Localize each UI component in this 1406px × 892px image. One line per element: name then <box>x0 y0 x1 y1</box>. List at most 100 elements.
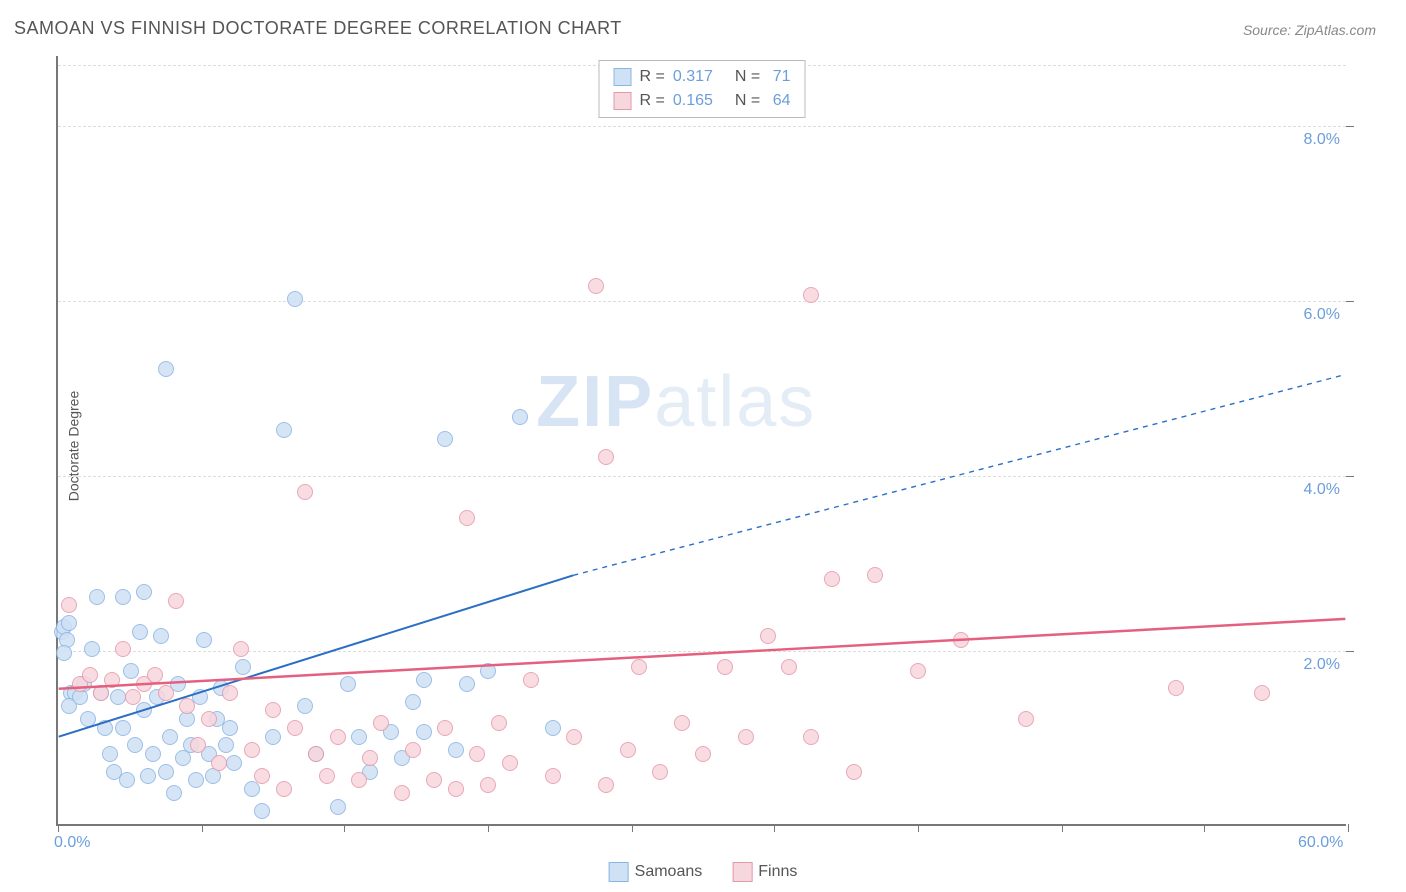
x-tick-label: 0.0% <box>54 834 90 852</box>
gridline <box>58 126 1346 127</box>
data-point <box>674 715 690 731</box>
data-point <box>330 729 346 745</box>
data-point <box>297 698 313 714</box>
data-point <box>588 278 604 294</box>
x-tick <box>1204 824 1205 832</box>
data-point <box>1254 685 1270 701</box>
data-point <box>846 764 862 780</box>
data-point <box>93 685 109 701</box>
data-point <box>340 676 356 692</box>
data-point <box>127 737 143 753</box>
data-point <box>188 772 204 788</box>
data-point <box>480 663 496 679</box>
legend-swatch <box>614 68 632 86</box>
data-point <box>437 720 453 736</box>
data-point <box>824 571 840 587</box>
legend-row: R =0.165N = 64 <box>614 89 791 113</box>
scatter-chart: ZIPatlas R =0.317N = 71R =0.165N = 64 2.… <box>56 56 1346 826</box>
data-point <box>132 624 148 640</box>
legend-item: Finns <box>732 862 797 882</box>
data-point <box>566 729 582 745</box>
data-point <box>480 777 496 793</box>
data-point <box>265 729 281 745</box>
data-point <box>330 799 346 815</box>
data-point <box>545 768 561 784</box>
data-point <box>867 567 883 583</box>
x-tick <box>1348 824 1349 832</box>
x-tick <box>344 824 345 832</box>
data-point <box>351 729 367 745</box>
legend-label: Samoans <box>635 863 703 880</box>
data-point <box>211 755 227 771</box>
data-point <box>147 667 163 683</box>
data-point <box>319 768 335 784</box>
data-point <box>351 772 367 788</box>
y-tick <box>1346 651 1354 652</box>
data-point <box>158 685 174 701</box>
data-point <box>652 764 668 780</box>
data-point <box>158 764 174 780</box>
data-point <box>426 772 442 788</box>
r-label: R = <box>640 92 665 110</box>
n-value: 64 <box>768 92 790 110</box>
x-tick <box>632 824 633 832</box>
data-point <box>459 510 475 526</box>
data-point <box>179 698 195 714</box>
gridline <box>58 651 1346 652</box>
data-point <box>373 715 389 731</box>
data-point <box>102 746 118 762</box>
r-value: 0.317 <box>673 68 713 86</box>
data-point <box>254 768 270 784</box>
y-tick-label: 8.0% <box>1304 131 1340 149</box>
data-point <box>781 659 797 675</box>
data-point <box>416 672 432 688</box>
x-tick <box>1062 824 1063 832</box>
correlation-legend: R =0.317N = 71R =0.165N = 64 <box>599 60 806 118</box>
data-point <box>110 689 126 705</box>
data-point <box>512 409 528 425</box>
data-point <box>136 702 152 718</box>
data-point <box>1018 711 1034 727</box>
data-point <box>695 746 711 762</box>
data-point <box>717 659 733 675</box>
data-point <box>362 750 378 766</box>
data-point <box>226 755 242 771</box>
data-point <box>469 746 485 762</box>
data-point <box>61 597 77 613</box>
data-point <box>448 781 464 797</box>
y-tick-label: 2.0% <box>1304 656 1340 674</box>
data-point <box>738 729 754 745</box>
data-point <box>166 785 182 801</box>
data-point <box>244 742 260 758</box>
data-point <box>287 720 303 736</box>
x-tick <box>918 824 919 832</box>
data-point <box>190 737 206 753</box>
legend-swatch <box>614 92 632 110</box>
data-point <box>115 589 131 605</box>
data-point <box>145 746 161 762</box>
data-point <box>523 672 539 688</box>
data-point <box>201 711 217 727</box>
data-point <box>910 663 926 679</box>
data-point <box>297 484 313 500</box>
data-point <box>308 746 324 762</box>
x-tick <box>202 824 203 832</box>
data-point <box>276 422 292 438</box>
data-point <box>61 615 77 631</box>
data-point <box>222 720 238 736</box>
gridline <box>58 476 1346 477</box>
data-point <box>760 628 776 644</box>
legend-row: R =0.317N = 71 <box>614 65 791 89</box>
data-point <box>631 659 647 675</box>
data-point <box>89 589 105 605</box>
data-point <box>459 676 475 692</box>
data-point <box>405 694 421 710</box>
legend-label: Finns <box>758 863 797 880</box>
data-point <box>222 685 238 701</box>
data-point <box>545 720 561 736</box>
data-point <box>168 593 184 609</box>
x-tick <box>774 824 775 832</box>
data-point <box>235 659 251 675</box>
data-point <box>136 584 152 600</box>
data-point <box>162 729 178 745</box>
